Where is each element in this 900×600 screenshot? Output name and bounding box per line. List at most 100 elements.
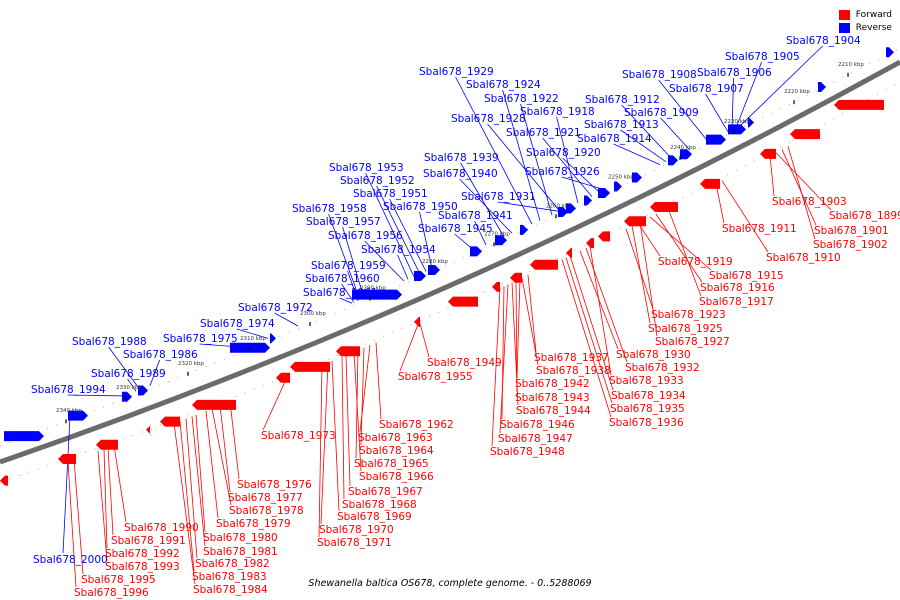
forward-gene-label[interactable]: Sbal678_1979 <box>216 518 291 530</box>
forward-gene-label[interactable]: Sbal678_1899 <box>829 210 900 222</box>
forward-gene-label[interactable]: Sbal678_1964 <box>359 445 434 457</box>
forward-gene-label[interactable]: Sbal678_1971 <box>317 537 392 549</box>
forward-gene-label[interactable]: Sbal678_1990 <box>124 522 199 534</box>
reverse-gene-label[interactable]: Sbal678_1974 <box>200 318 275 330</box>
forward-gene-arrow[interactable] <box>160 416 180 427</box>
reverse-gene-arrow[interactable] <box>706 134 726 145</box>
reverse-gene-label[interactable]: Sbal678_1929 <box>419 66 494 78</box>
reverse-gene-arrow[interactable] <box>428 264 440 275</box>
reverse-gene-arrow[interactable] <box>728 124 746 135</box>
forward-gene-label[interactable]: Sbal678_1980 <box>203 532 278 544</box>
forward-gene-label[interactable]: Sbal678_1966 <box>359 471 434 483</box>
forward-gene-label[interactable]: Sbal678_1962 <box>379 419 454 431</box>
forward-gene-label[interactable]: Sbal678_1991 <box>111 535 186 547</box>
reverse-gene-label[interactable]: Sbal678_2000 <box>33 554 108 566</box>
forward-gene-label[interactable]: Sbal678_1970 <box>319 524 394 536</box>
reverse-gene-arrow[interactable] <box>680 149 692 160</box>
reverse-gene-label[interactable]: Sbal678_1956 <box>328 230 403 242</box>
reverse-gene-label[interactable]: Sbal678_1912 <box>585 94 660 106</box>
forward-gene-label[interactable]: Sbal678_1949 <box>427 357 502 369</box>
reverse-gene-arrow[interactable] <box>122 391 132 402</box>
forward-gene-label[interactable]: Sbal678_1911 <box>722 223 797 235</box>
reverse-gene-label[interactable]: Sbal678_1989 <box>91 368 166 380</box>
reverse-gene-label[interactable]: Sbal678_1953 <box>329 162 404 174</box>
forward-gene-label[interactable]: Sbal678_1983 <box>192 571 267 583</box>
forward-gene-label[interactable]: Sbal678_1934 <box>611 390 686 402</box>
reverse-gene-arrow[interactable] <box>668 155 678 166</box>
forward-gene-arrow[interactable] <box>58 453 76 464</box>
forward-gene-label[interactable]: Sbal678_1976 <box>237 479 312 491</box>
forward-gene-label[interactable]: Sbal678_1943 <box>515 392 590 404</box>
forward-gene-arrow[interactable] <box>530 259 558 270</box>
forward-gene-label[interactable]: Sbal678_1965 <box>354 458 429 470</box>
forward-gene-arrow[interactable] <box>834 99 884 110</box>
reverse-gene-label[interactable]: Sbal678_1920 <box>526 147 601 159</box>
forward-gene-arrow[interactable] <box>598 231 610 242</box>
forward-gene-arrow[interactable] <box>96 439 118 450</box>
forward-gene-label[interactable]: Sbal678_1969 <box>337 511 412 523</box>
forward-gene-label[interactable]: Sbal678_1981 <box>203 546 278 558</box>
reverse-gene-arrow[interactable] <box>4 431 44 442</box>
forward-gene-arrow[interactable] <box>760 148 776 159</box>
reverse-gene-label[interactable]: Sbal678_1909 <box>624 107 699 119</box>
reverse-gene-label[interactable]: Sbal678_1908 <box>622 69 697 81</box>
reverse-gene-label[interactable]: Sbal678_1922 <box>484 93 559 105</box>
reverse-gene-arrow[interactable] <box>520 224 528 235</box>
forward-gene-label[interactable]: Sbal678_1984 <box>193 584 268 596</box>
forward-gene-label[interactable]: Sbal678_1936 <box>609 417 684 429</box>
reverse-gene-arrow[interactable] <box>886 47 894 58</box>
reverse-gene-label[interactable]: Sbal678_1986 <box>123 349 198 361</box>
reverse-gene-label[interactable]: Sbal678_1914 <box>577 133 652 145</box>
forward-gene-label[interactable]: Sbal678_1910 <box>766 252 841 264</box>
forward-gene-label[interactable]: Sbal678_1937 <box>534 352 609 364</box>
reverse-gene-label[interactable]: Sbal678_1913 <box>584 119 659 131</box>
forward-gene-arrow[interactable] <box>566 248 572 259</box>
forward-gene-label[interactable]: Sbal678_1917 <box>699 296 774 308</box>
reverse-gene-label[interactable]: Sbal678_1972 <box>238 302 313 314</box>
forward-gene-label[interactable]: Sbal678_1996 <box>74 587 149 599</box>
reverse-gene-label[interactable]: Sbal678_1950 <box>383 201 458 213</box>
reverse-gene-label[interactable]: Sbal678_1940 <box>423 168 498 180</box>
forward-gene-arrow[interactable] <box>448 296 478 307</box>
forward-gene-label[interactable]: Sbal678_1967 <box>348 486 423 498</box>
reverse-gene-arrow[interactable] <box>584 195 592 206</box>
forward-gene-arrow[interactable] <box>510 272 522 283</box>
forward-gene-label[interactable]: Sbal678_1932 <box>625 362 700 374</box>
reverse-gene-arrow[interactable] <box>138 385 148 396</box>
forward-gene-label[interactable]: Sbal678_1977 <box>228 492 303 504</box>
forward-gene-label[interactable]: Sbal678_1944 <box>516 405 591 417</box>
reverse-gene-label[interactable]: Sbal678_1961 <box>303 287 378 299</box>
forward-gene-label[interactable]: Sbal678_1935 <box>610 403 685 415</box>
forward-gene-label[interactable]: Sbal678_1948 <box>490 446 565 458</box>
reverse-gene-arrow[interactable] <box>558 207 568 218</box>
reverse-gene-arrow[interactable] <box>352 289 402 300</box>
reverse-gene-arrow[interactable] <box>68 410 88 421</box>
forward-gene-label[interactable]: Sbal678_1923 <box>651 309 726 321</box>
reverse-gene-label[interactable]: Sbal678_1954 <box>361 244 436 256</box>
forward-gene-label[interactable]: Sbal678_1930 <box>616 349 691 361</box>
forward-gene-label[interactable]: Sbal678_1901 <box>814 225 889 237</box>
forward-gene-label[interactable]: Sbal678_1946 <box>500 419 575 431</box>
reverse-gene-label[interactable]: Sbal678_1931 <box>461 191 536 203</box>
reverse-gene-label[interactable]: Sbal678_1945 <box>418 223 493 235</box>
reverse-gene-arrow[interactable] <box>414 271 426 282</box>
forward-gene-label[interactable]: Sbal678_1938 <box>536 365 611 377</box>
forward-gene-label[interactable]: Sbal678_1995 <box>81 574 156 586</box>
reverse-gene-arrow[interactable] <box>632 172 642 183</box>
reverse-gene-label[interactable]: Sbal678_1906 <box>697 67 772 79</box>
reverse-gene-label[interactable]: Sbal678_1941 <box>438 210 513 222</box>
reverse-gene-label[interactable]: Sbal678_1926 <box>525 166 600 178</box>
reverse-gene-label[interactable]: Sbal678_1952 <box>340 175 415 187</box>
forward-gene-label[interactable]: Sbal678_1982 <box>195 558 270 570</box>
forward-gene-label[interactable]: Sbal678_1968 <box>342 499 417 511</box>
reverse-gene-label[interactable]: Sbal678_1975 <box>163 333 238 345</box>
reverse-gene-label[interactable]: Sbal678_1928 <box>451 113 526 125</box>
forward-gene-label[interactable]: Sbal678_1902 <box>813 239 888 251</box>
reverse-gene-arrow[interactable] <box>470 246 482 257</box>
forward-gene-label[interactable]: Sbal678_1927 <box>655 336 730 348</box>
forward-gene-label[interactable]: Sbal678_1993 <box>105 561 180 573</box>
forward-gene-arrow[interactable] <box>192 399 236 410</box>
forward-gene-arrow[interactable] <box>0 475 8 486</box>
forward-gene-arrow[interactable] <box>336 346 360 357</box>
forward-gene-label[interactable]: Sbal678_1973 <box>261 430 336 442</box>
